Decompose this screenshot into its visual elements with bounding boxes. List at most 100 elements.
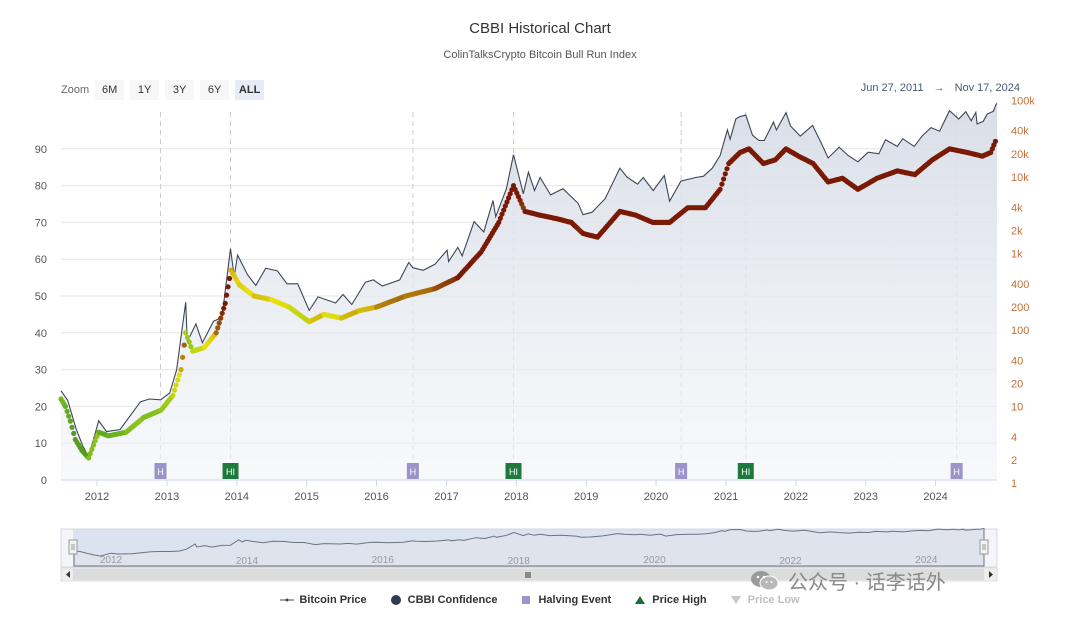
price-high-marker bbox=[505, 463, 522, 479]
x-tick-label: 2021 bbox=[714, 491, 738, 503]
x-tick-label: 2014 bbox=[225, 491, 249, 503]
left-tick-label: 50 bbox=[35, 291, 47, 303]
halving-marker bbox=[675, 463, 688, 479]
navigator-left-handle[interactable] bbox=[68, 539, 78, 555]
range-from-input[interactable]: Jun 27, 2011 bbox=[860, 82, 924, 94]
legend-item-halving-event[interactable]: Halving Event bbox=[519, 594, 611, 606]
x-tick-label: 2022 bbox=[784, 491, 808, 503]
legend-item-price-low[interactable]: Price Low bbox=[729, 594, 800, 606]
price-high-marker-label: HI bbox=[741, 467, 750, 477]
cbbi-point bbox=[496, 219, 502, 225]
right-tick-label: 4k bbox=[1011, 202, 1023, 214]
cbbi-point bbox=[504, 199, 510, 205]
navigator-tick-label: 2018 bbox=[508, 556, 531, 567]
cbbi-point bbox=[224, 292, 230, 298]
x-tick-label: 2015 bbox=[294, 491, 318, 503]
zoom-6m-button[interactable]: 6M bbox=[95, 80, 125, 100]
legend-item-cbbi-confidence[interactable]: CBBI Confidence bbox=[389, 594, 497, 606]
range-arrow: → bbox=[933, 82, 945, 94]
navigator-tick-label: 2016 bbox=[372, 555, 395, 566]
left-tick-label: 60 bbox=[35, 254, 47, 266]
left-tick-label: 90 bbox=[35, 144, 47, 156]
halving-marker bbox=[154, 463, 167, 479]
right-tick-label: 200 bbox=[1011, 302, 1029, 314]
cbbi-point bbox=[501, 207, 507, 213]
legend-label: Halving Event bbox=[538, 594, 612, 606]
halving-marker-label: H bbox=[678, 467, 685, 477]
zoom-6y-button[interactable]: 6Y bbox=[200, 80, 230, 100]
halving-marker bbox=[950, 463, 963, 479]
cbbi-point bbox=[218, 315, 224, 321]
navigator-window[interactable] bbox=[73, 529, 984, 567]
right-tick-label: 100k bbox=[1011, 95, 1035, 107]
watermark-text: 公众号 · 话李话外 bbox=[788, 572, 946, 594]
price-line bbox=[60, 103, 998, 459]
legend-symbol-triangle-down-icon bbox=[730, 596, 741, 604]
right-tick-label: 400 bbox=[1011, 279, 1029, 291]
zoom-3y-button[interactable]: 3Y bbox=[165, 80, 195, 100]
x-tick-label: 2016 bbox=[364, 491, 388, 503]
cbbi-point bbox=[221, 305, 227, 311]
date-range: Jun 27, 2011 → Nov 17, 2024 bbox=[861, 82, 1020, 94]
cbbi-point bbox=[87, 451, 93, 457]
navigator-tick-label: 2014 bbox=[236, 556, 259, 567]
cbbi-point bbox=[717, 186, 723, 192]
cbbi-point bbox=[176, 372, 182, 378]
right-tick-label: 20k bbox=[1011, 149, 1029, 161]
x-tick-label: 2019 bbox=[574, 491, 598, 503]
right-tick-label: 1 bbox=[1011, 478, 1017, 490]
legend-symbol-circle-icon bbox=[390, 595, 401, 605]
cbbi-point bbox=[499, 211, 505, 217]
cbbi-point bbox=[175, 377, 181, 383]
right-axis: 1 2 4 10 20 40 100 200 400 1k 2k 4k 10k 20k 40k 100k bbox=[1011, 95, 1035, 490]
legend-label: Price High bbox=[652, 594, 707, 606]
halving-marker bbox=[406, 463, 419, 479]
halving-marker-label: H bbox=[953, 467, 960, 477]
right-tick-label: 2 bbox=[1011, 455, 1017, 467]
main-chart: H H H H HI HI HI 0 10 20 30 40 50 60 70 80 90 1 2 4 10 20 40… bbox=[35, 95, 1036, 503]
cbbi-point bbox=[69, 424, 75, 430]
right-tick-label: 40k bbox=[1011, 126, 1029, 138]
chart-title: CBBI Historical Chart bbox=[469, 20, 611, 37]
event-markers: H H H H HI HI HI bbox=[154, 463, 963, 479]
cbbi-point bbox=[497, 215, 503, 221]
cbbi-point bbox=[171, 387, 178, 393]
navigator-tick-label: 2024 bbox=[915, 555, 938, 566]
cbbi-point bbox=[507, 191, 513, 197]
right-tick-label: 100 bbox=[1011, 325, 1029, 337]
legend: Bitcoin Price CBBI Confidence Halving Even… bbox=[0, 594, 1080, 606]
x-tick-label: 2020 bbox=[644, 491, 668, 503]
legend-item-bitcoin-price[interactable]: Bitcoin Price bbox=[280, 594, 367, 606]
cbbi-point bbox=[178, 367, 184, 373]
scroll-left-arrow-icon[interactable] bbox=[66, 571, 70, 578]
range-to-input[interactable]: Nov 17, 2024 bbox=[954, 82, 1020, 94]
price-high-marker bbox=[737, 463, 754, 479]
legend-label: Price Low bbox=[747, 594, 800, 606]
cbbi-point bbox=[180, 354, 186, 360]
price-high-marker-label: HI bbox=[509, 467, 518, 477]
left-tick-label: 80 bbox=[35, 181, 47, 193]
left-tick-label: 0 bbox=[41, 475, 47, 487]
cbbi-point bbox=[91, 442, 97, 448]
cbbi-point bbox=[94, 433, 100, 440]
navigator-frame bbox=[60, 528, 998, 568]
zoom-all-button[interactable]: ALL bbox=[235, 80, 265, 100]
right-tick-label: 10k bbox=[1011, 172, 1029, 184]
navigator-right-handle[interactable] bbox=[979, 539, 989, 555]
wechat-icon bbox=[751, 570, 779, 590]
left-axis: 0 10 20 30 40 50 60 70 80 90 bbox=[35, 144, 47, 487]
navigator-tick-label: 2012 bbox=[100, 555, 123, 566]
cbbi-point bbox=[170, 392, 176, 398]
cbbi-point bbox=[992, 138, 999, 144]
legend-symbol-triangle-icon bbox=[635, 596, 646, 604]
left-tick-label: 40 bbox=[35, 328, 47, 340]
legend-item-price-high[interactable]: Price High bbox=[633, 594, 707, 606]
zoom-1y-button[interactable]: 1Y bbox=[130, 80, 160, 100]
scroll-right-arrow-icon[interactable] bbox=[989, 571, 993, 578]
right-tick-label: 10 bbox=[1011, 401, 1023, 413]
chart-subtitle: ColinTalksCrypto Bitcoin Bull Run Index bbox=[443, 49, 637, 61]
left-tick-label: 70 bbox=[35, 217, 47, 229]
cbbi-point bbox=[506, 195, 512, 201]
right-tick-label: 40 bbox=[1011, 355, 1023, 367]
x-tick-label: 2018 bbox=[504, 491, 528, 503]
